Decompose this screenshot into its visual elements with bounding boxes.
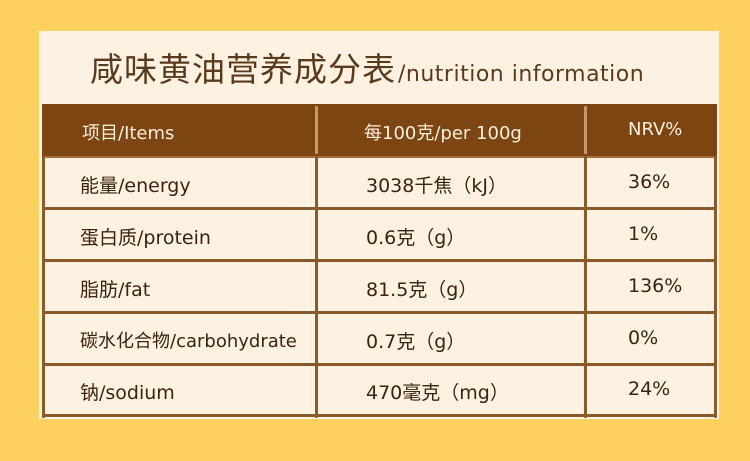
grid-column-divider-2	[584, 156, 587, 418]
row-sodium-value: 470毫克（mg）	[366, 382, 509, 404]
row-energy-nrv: 36%	[628, 171, 671, 193]
row-carbohydrate-label: 碳水化合物/carbohydrate	[80, 331, 297, 352]
header-divider-2	[584, 106, 587, 154]
row-divider-2	[42, 259, 717, 262]
row-carbohydrate-nrv: 0%	[628, 327, 659, 349]
row-protein-nrv: 1%	[628, 223, 659, 245]
grid-right-border	[714, 156, 717, 418]
row-divider-3	[42, 311, 717, 314]
row-energy-value: 3038千焦（kJ）	[366, 175, 507, 197]
row-protein-label: 蛋白质/protein	[80, 227, 211, 249]
row-fat-label: 脂肪/fat	[80, 279, 151, 301]
page-title: 咸味黄油营养成分表/nutrition information	[90, 44, 644, 96]
nutrition-panel	[39, 31, 719, 419]
header-items: 项目/Items	[82, 123, 175, 144]
header-per-100g: 每100克/per 100g	[364, 123, 522, 144]
row-protein-value: 0.6克（g）	[366, 227, 466, 249]
grid-column-divider-1	[315, 156, 318, 418]
row-sodium-label: 钠/sodium	[80, 382, 175, 404]
row-fat-nrv: 136%	[628, 275, 683, 297]
row-divider-1	[42, 207, 717, 210]
header-nrv: NRV%	[628, 119, 683, 140]
title-english: /nutrition information	[398, 62, 645, 87]
row-carbohydrate-value: 0.7克（g）	[366, 331, 466, 353]
row-divider-4	[42, 363, 717, 366]
row-energy-label: 能量/energy	[80, 175, 191, 197]
row-sodium-nrv: 24%	[628, 378, 671, 400]
row-divider-5	[42, 414, 717, 417]
title-chinese: 咸味黄油营养成分表	[90, 50, 396, 89]
header-divider-1	[315, 106, 318, 154]
grid-left-border	[42, 156, 45, 418]
row-fat-value: 81.5克（g）	[366, 279, 478, 301]
table-header	[42, 104, 717, 158]
